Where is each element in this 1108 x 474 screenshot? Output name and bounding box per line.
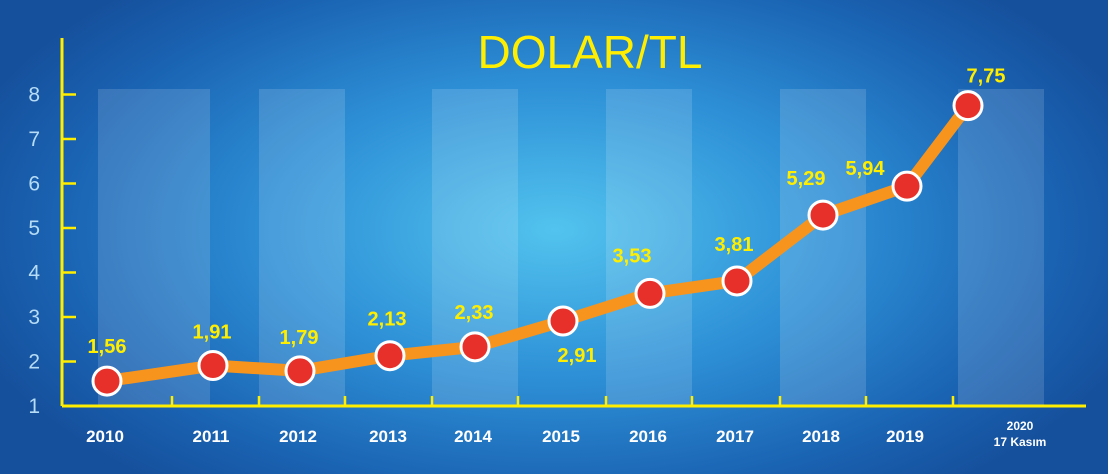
x-tick-label: 2017 bbox=[716, 427, 754, 446]
y-tick-label: 3 bbox=[28, 306, 40, 329]
background-band bbox=[606, 89, 692, 406]
data-point-2017 bbox=[721, 265, 753, 297]
y-tick-label: 8 bbox=[28, 84, 40, 107]
x-tick-label: 2018 bbox=[802, 427, 840, 446]
data-label-2011: 1,91 bbox=[193, 322, 232, 344]
data-point-2015 bbox=[547, 305, 579, 337]
series-dolar-tl bbox=[91, 90, 984, 397]
x-tick-sublabel: 17 Kasım bbox=[994, 435, 1047, 449]
data-point-2020 bbox=[952, 90, 984, 122]
background-band bbox=[98, 89, 210, 406]
background-band bbox=[780, 89, 866, 406]
data-label-2015: 2,91 bbox=[558, 345, 597, 367]
data-label-2014: 2,33 bbox=[455, 302, 494, 324]
x-tick-label: 2015 bbox=[542, 427, 580, 446]
data-point-2011 bbox=[197, 350, 229, 382]
data-point-2013 bbox=[374, 340, 406, 372]
y-tick-label: 1 bbox=[28, 395, 40, 418]
y-tick-label: 4 bbox=[28, 262, 40, 285]
data-label-2010: 1,56 bbox=[88, 336, 127, 358]
y-tick-label: 6 bbox=[28, 173, 40, 196]
x-tick-label: 2019 bbox=[886, 427, 924, 446]
data-point-2018 bbox=[807, 199, 839, 231]
data-point-2016 bbox=[634, 277, 666, 309]
y-tick-label: 2 bbox=[28, 351, 40, 374]
x-tick-label: 2014 bbox=[454, 427, 492, 446]
data-label-2020: 7,75 bbox=[967, 66, 1006, 88]
y-tick-label: 5 bbox=[28, 217, 40, 240]
x-tick-label: 2020 bbox=[1007, 419, 1034, 433]
data-label-2018: 5,29 bbox=[787, 168, 826, 190]
data-labels: 1,56 1,91 1,79 2,13 2,33 2,91 3,53 3,81 5,29 5,94… bbox=[88, 66, 1006, 367]
x-tick-label: 2012 bbox=[279, 427, 317, 446]
x-tick-label: 2013 bbox=[369, 427, 407, 446]
x-tick-label: 2011 bbox=[193, 427, 230, 446]
data-label-2012: 1,79 bbox=[280, 327, 319, 349]
x-tick-label: 2016 bbox=[629, 427, 667, 446]
data-point-2010 bbox=[91, 365, 123, 397]
axes: 1 2 3 4 5 6 7 8 2010 2011 2012 2013 2014 2015 2016 2017… bbox=[28, 38, 1086, 449]
background-band bbox=[259, 89, 345, 406]
data-point-2014 bbox=[459, 331, 491, 363]
background-bands bbox=[98, 89, 1044, 406]
chart-title: DOLAR/TL bbox=[478, 26, 703, 78]
data-label-2016: 3,53 bbox=[613, 245, 652, 267]
background-band bbox=[958, 89, 1044, 406]
y-tick-label: 7 bbox=[28, 128, 40, 151]
data-point-2012 bbox=[284, 355, 316, 387]
data-point-2019 bbox=[891, 170, 923, 202]
x-tick-label: 2010 bbox=[86, 427, 124, 446]
data-label-2019: 5,94 bbox=[846, 158, 886, 180]
data-label-2017: 3,81 bbox=[715, 234, 754, 256]
data-label-2013: 2,13 bbox=[368, 309, 407, 331]
